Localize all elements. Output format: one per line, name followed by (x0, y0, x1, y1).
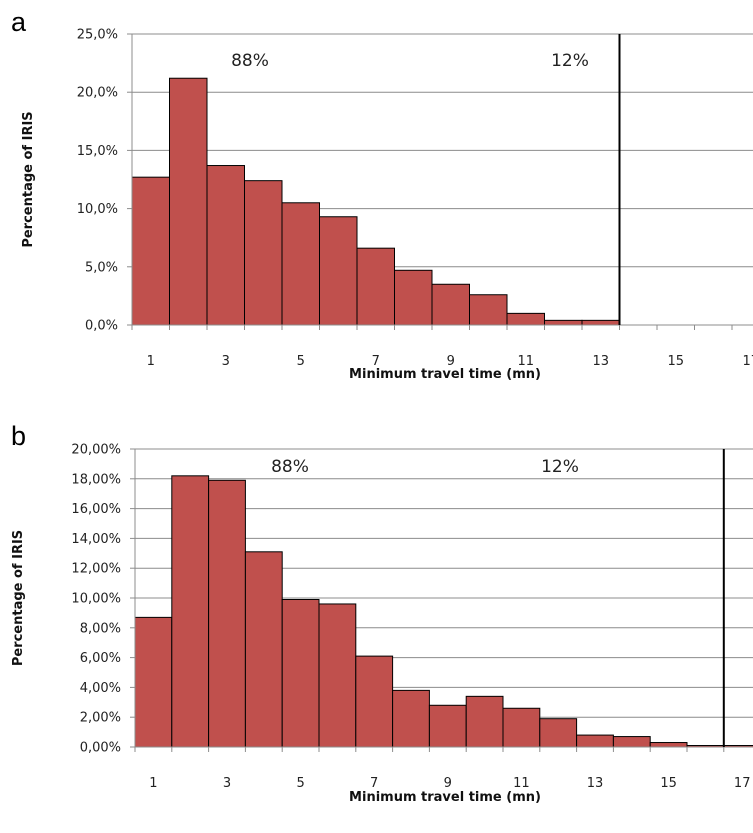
panel-a-y-tick-label: 20,0% (77, 86, 118, 101)
panel-b-bar (612, 736, 651, 748)
panel-b-x-tick-label: 15 (660, 776, 677, 791)
panel-a-bar (581, 319, 620, 326)
panel-a-x-tick-label: 7 (372, 354, 380, 369)
panel-a-y-tick-label: 10,0% (77, 202, 118, 217)
panel-b-y-tick-label: 4,00% (80, 681, 121, 696)
panel-b-y-tick-label: 12,00% (71, 562, 121, 577)
panel-b-y-tick-label: 8,00% (80, 621, 121, 636)
panel-a-y-tick-label: 5,0% (85, 260, 118, 275)
panel-b-y-tick-label: 16,00% (71, 502, 121, 517)
panel-b-bar (539, 718, 578, 748)
panel-b-bar (355, 655, 394, 748)
panel-a-bar (356, 247, 395, 326)
panel-b-bar (134, 616, 173, 748)
panel-a-bar (244, 180, 283, 326)
panel-b-bar (576, 734, 614, 748)
panel-b-y-tick-label: 20,00% (71, 443, 121, 458)
panel-b-x-tick-label: 9 (444, 776, 452, 791)
panel-b-bar (502, 707, 541, 748)
panel-b-x-tick-label: 13 (587, 776, 604, 791)
panel-b-y-tick-label: 0,00% (80, 741, 121, 756)
panel-a-x-axis-title: Minimum travel time (mn) (349, 367, 541, 382)
panel-b-y-tick-label: 10,00% (71, 592, 121, 607)
panel-a-letter: a (11, 7, 27, 37)
panel-a-annotation-left: 88% (231, 51, 269, 71)
panel-a-bar (169, 77, 208, 326)
panel-a-x-tick-label: 3 (222, 354, 230, 369)
panel-b-bar (171, 475, 210, 748)
panel-a-bar (469, 294, 508, 326)
panel-a-y-tick-label: 15,0% (77, 144, 118, 159)
panel-b-annotation-left: 88% (271, 457, 309, 477)
panel-a-bar (281, 202, 320, 326)
panel-b-y-tick-label: 2,00% (80, 711, 121, 726)
panel-b-bar (281, 598, 320, 748)
panel-a-bar (206, 165, 245, 326)
panel-a-bar (319, 216, 358, 326)
panel-b-bar (244, 551, 283, 748)
panel-a-y-axis-title: Percentage of IRIS (21, 111, 36, 247)
panel-b-bar (318, 603, 357, 748)
panel-a-x-tick-label: 5 (297, 354, 305, 369)
panel-a-x-tick-label: 11 (517, 354, 534, 369)
panel-a-x-tick-label: 9 (447, 354, 455, 369)
panel-b-x-axis-title: Minimum travel time (mn) (349, 790, 541, 805)
panel-a-annotation-right: 12% (551, 51, 589, 71)
panel-a-x-tick-label: 13 (592, 354, 609, 369)
panel-a-x-tick-label: 17 (742, 354, 753, 369)
panel-b-x-tick-label: 17 (734, 776, 751, 791)
panel-b-bar (208, 479, 246, 748)
panel-b-annotation-right: 12% (541, 457, 579, 477)
panel-b-letter: b (11, 421, 26, 451)
panel-a-bar (131, 176, 170, 326)
panel-b-y-tick-label: 18,00% (71, 472, 121, 487)
panel-b-x-tick-label: 7 (370, 776, 378, 791)
panel-a-y-tick-label: 25,0% (77, 28, 118, 43)
panel-a-y-tick-label: 0,0% (85, 319, 118, 334)
panel-b-x-tick-label: 3 (223, 776, 231, 791)
panel-b-x-tick-label: 5 (296, 776, 304, 791)
panel-a-bar (431, 283, 470, 326)
panel-b-bar (465, 695, 504, 748)
panel-b-bar (649, 742, 688, 748)
panel-b-x-tick-label: 11 (513, 776, 530, 791)
panel-a-bar (544, 319, 583, 326)
panel-a-x-tick-label: 1 (147, 354, 155, 369)
panel-b-bar (428, 704, 467, 748)
panel-b-x-tick-label: 1 (149, 776, 157, 791)
panel-a-bar (506, 312, 545, 326)
panel-b-y-tick-label: 6,00% (80, 651, 121, 666)
panel-b-bar (392, 689, 430, 748)
panel-b-y-axis-title: Percentage of IRIS (11, 530, 26, 666)
panel-a-x-tick-label: 15 (667, 354, 684, 369)
panel-a-bar (394, 269, 433, 326)
panel-b-y-tick-label: 14,00% (71, 532, 121, 547)
